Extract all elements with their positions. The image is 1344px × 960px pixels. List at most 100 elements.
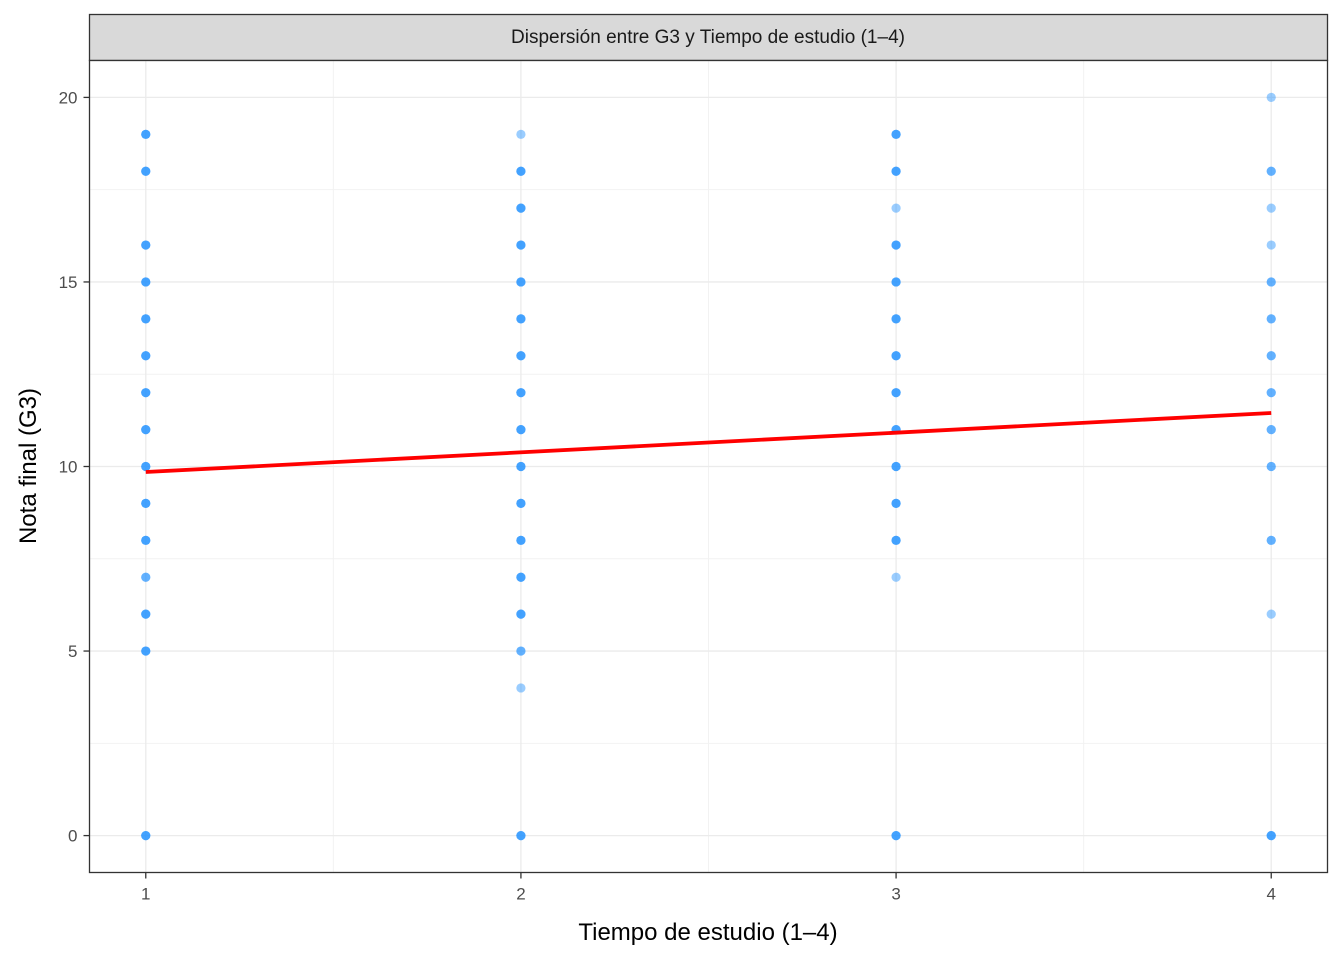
data-point: [141, 830, 151, 841]
data-point: [891, 203, 901, 213]
data-point: [141, 277, 151, 287]
data-point: [516, 424, 526, 435]
data-point: [141, 388, 151, 398]
data-point: [516, 351, 526, 361]
data-point: [141, 572, 151, 582]
data-point: [141, 498, 151, 509]
data-point: [141, 609, 151, 619]
data-point: [1266, 424, 1276, 435]
data-point: [141, 277, 151, 287]
data-point: [891, 351, 901, 361]
data-point: [141, 830, 151, 841]
data-point: [891, 572, 901, 582]
data-point: [516, 830, 526, 841]
data-point: [516, 166, 526, 176]
data-point: [891, 535, 901, 545]
y-tick-label: 20: [59, 88, 78, 107]
data-point: [141, 424, 151, 435]
data-point: [1266, 92, 1276, 103]
data-point: [516, 203, 526, 213]
data-point: [516, 461, 526, 472]
y-axis-ticks: 0 5 10 15 20: [59, 88, 90, 846]
data-point: [516, 609, 526, 619]
data-point: [891, 277, 901, 287]
data-point: [1266, 535, 1276, 545]
x-tick-label: 3: [891, 885, 900, 904]
data-point: [516, 314, 526, 324]
data-points: [141, 92, 1276, 841]
y-tick-label: 5: [68, 642, 77, 661]
data-point: [141, 314, 151, 324]
data-point: [516, 609, 526, 619]
data-point: [891, 240, 901, 250]
data-point: [891, 240, 901, 250]
data-point: [516, 498, 526, 509]
data-point: [1266, 388, 1276, 398]
data-point: [516, 461, 526, 472]
data-point: [516, 535, 526, 545]
data-point: [1266, 314, 1276, 324]
trend-line-group: [145, 411, 1272, 474]
y-tick-label: 0: [68, 827, 77, 846]
data-point: [141, 240, 151, 250]
data-point: [516, 646, 526, 656]
data-point: [516, 572, 526, 582]
data-point: [516, 129, 526, 139]
x-axis-ticks: 1 2 3 4: [141, 872, 1276, 904]
data-point: [141, 461, 151, 472]
data-point: [1266, 277, 1276, 287]
data-point: [516, 830, 526, 841]
data-point: [141, 351, 151, 361]
data-point: [516, 351, 526, 361]
data-point: [141, 388, 151, 398]
data-point: [516, 166, 526, 176]
data-point: [891, 166, 901, 176]
data-point: [516, 646, 526, 656]
data-point: [1266, 277, 1276, 287]
data-point: [891, 129, 901, 139]
data-point: [141, 388, 151, 398]
data-point: [141, 609, 151, 619]
data-point: [516, 277, 526, 287]
data-point: [141, 424, 151, 435]
data-point: [516, 388, 526, 398]
data-point: [891, 498, 901, 509]
data-point: [891, 535, 901, 545]
data-point: [1266, 830, 1276, 841]
data-point: [1266, 424, 1276, 435]
data-point: [516, 424, 526, 435]
data-point: [516, 498, 526, 509]
data-point: [891, 388, 901, 398]
data-point: [141, 129, 151, 139]
data-point: [891, 498, 901, 509]
data-point: [516, 830, 526, 841]
data-point: [516, 277, 526, 287]
data-point: [891, 277, 901, 287]
data-point: [141, 646, 151, 656]
data-point: [141, 351, 151, 361]
data-point: [141, 314, 151, 324]
data-point: [891, 166, 901, 176]
data-point: [891, 166, 901, 176]
data-point: [141, 314, 151, 324]
data-point: [891, 129, 901, 139]
data-point: [1266, 203, 1276, 213]
data-point: [141, 424, 151, 435]
data-point: [141, 351, 151, 361]
data-point: [141, 830, 151, 841]
data-point: [141, 240, 151, 250]
data-point: [141, 166, 151, 176]
data-point: [1266, 166, 1276, 176]
data-point: [141, 535, 151, 545]
data-point: [141, 646, 151, 656]
data-point: [891, 830, 901, 841]
data-point: [516, 314, 526, 324]
data-point: [516, 535, 526, 545]
data-point: [516, 498, 526, 509]
data-point: [141, 166, 151, 176]
data-point: [516, 461, 526, 472]
data-point: [891, 461, 901, 472]
data-point: [891, 461, 901, 472]
data-point: [516, 277, 526, 287]
